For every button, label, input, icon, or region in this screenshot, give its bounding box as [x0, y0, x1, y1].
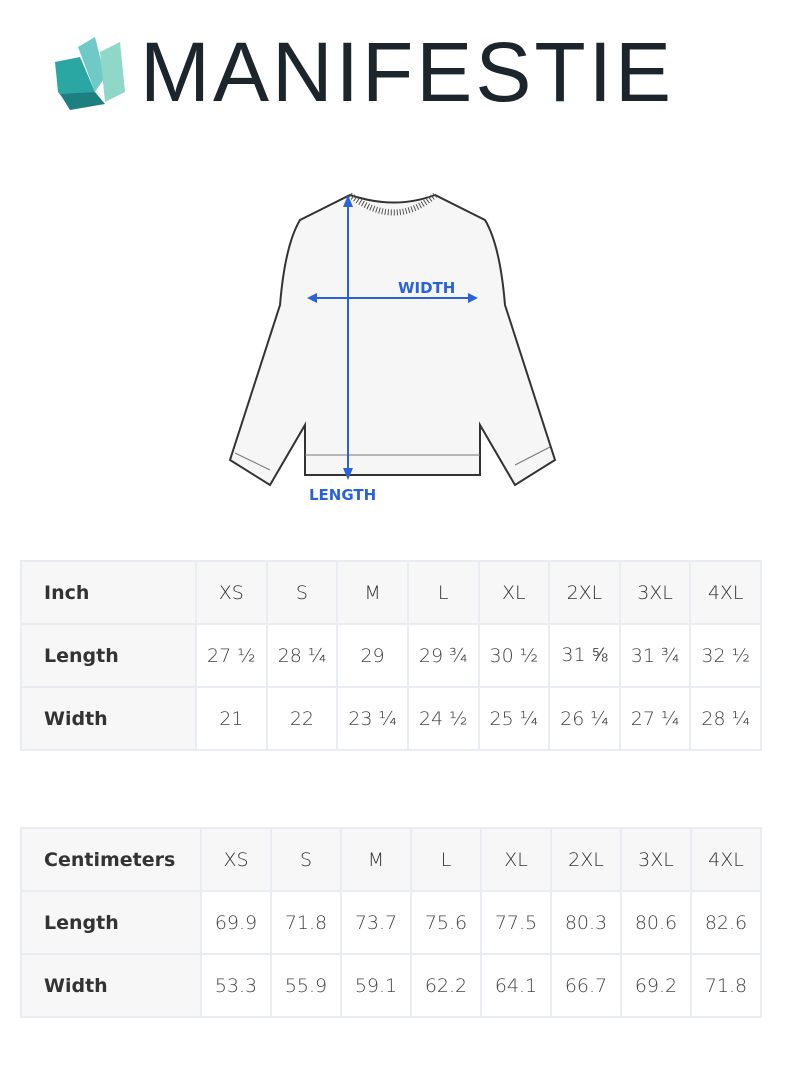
cell: 27 ½	[195, 623, 268, 688]
cell: 66.7	[550, 953, 622, 1018]
cell: 23 ¼	[336, 686, 409, 751]
cell: 29 ¾	[406, 623, 480, 688]
cm-size-table: Centimeters XS S M L XL 2XL 3XL 4XL Leng…	[20, 827, 762, 1018]
row-label: Width	[20, 686, 197, 751]
cell: 80.6	[620, 890, 692, 955]
header-cell: S	[265, 560, 339, 625]
header-cell: M	[340, 827, 412, 892]
cell: 26 ¼	[548, 686, 621, 751]
cell: 69.2	[620, 953, 692, 1018]
width-arrow	[307, 293, 478, 303]
header-cell: 3XL	[618, 560, 692, 625]
crystal-icon	[55, 37, 125, 110]
sweatshirt-diagram	[228, 192, 557, 487]
cell: 22	[265, 686, 339, 751]
row-label: Width	[20, 953, 202, 1018]
row-label: Length	[20, 890, 202, 955]
table-header-row: Centimeters XS S M L XL 2XL 3XL 4XL	[20, 827, 762, 892]
cell: 24 ½	[406, 686, 480, 751]
cell: 53.3	[200, 953, 272, 1018]
cell: 75.6	[410, 890, 482, 955]
cell: 62.2	[410, 953, 482, 1018]
cell: 59.1	[340, 953, 412, 1018]
header-cell: 2XL	[550, 827, 622, 892]
header-cell: XL	[477, 560, 551, 625]
table-row: Width 53.3 55.9 59.1 62.2 64.1 66.7 69.2…	[20, 953, 762, 1018]
header-cell: 4XL	[689, 560, 762, 625]
table-row: Length 27 ½ 28 ¼ 29 29 ¾ 30 ½ 31 ⅝ 31 ¾ …	[20, 623, 762, 688]
header-cell: XL	[480, 827, 552, 892]
table-row: Length 69.9 71.8 73.7 75.6 77.5 80.3 80.…	[20, 890, 762, 955]
cell: 27 ¼	[618, 686, 692, 751]
cell: 73.7	[340, 890, 412, 955]
header-cell: 3XL	[620, 827, 692, 892]
width-label: WIDTH	[398, 279, 456, 297]
cell: 28 ¼	[689, 686, 762, 751]
header-cell: XS	[195, 560, 268, 625]
cell: 80.3	[550, 890, 622, 955]
header-cell: L	[410, 827, 482, 892]
row-label: Length	[20, 623, 197, 688]
cell: 69.9	[200, 890, 272, 955]
length-arrow	[343, 195, 353, 480]
cell: 21	[195, 686, 268, 751]
header-cell: S	[270, 827, 342, 892]
cell: 71.8	[690, 953, 762, 1018]
brand-logo: MANIFESTIE	[50, 10, 780, 120]
header-cell: 4XL	[690, 827, 762, 892]
brand-name: MANIFESTIE	[140, 25, 675, 119]
cell: 31 ⅝	[548, 623, 621, 688]
header-cell: Inch	[20, 560, 197, 625]
header-cell: M	[336, 560, 409, 625]
cell: 28 ¼	[265, 623, 339, 688]
table-header-row: Inch XS S M L XL 2XL 3XL 4XL	[20, 560, 762, 625]
table-row: Width 21 22 23 ¼ 24 ½ 25 ¼ 26 ¼ 27 ¼ 28 …	[20, 686, 762, 751]
header-cell: Centimeters	[20, 827, 202, 892]
cell: 82.6	[690, 890, 762, 955]
cell: 55.9	[270, 953, 342, 1018]
cell: 32 ½	[689, 623, 762, 688]
header-cell: 2XL	[548, 560, 621, 625]
cell: 64.1	[480, 953, 552, 1018]
length-label: LENGTH	[309, 486, 377, 504]
cell: 29	[336, 623, 409, 688]
cell: 30 ½	[477, 623, 551, 688]
cell: 25 ¼	[477, 686, 551, 751]
header-cell: XS	[200, 827, 272, 892]
cell: 31 ¾	[618, 623, 692, 688]
header-cell: L	[406, 560, 480, 625]
cell: 71.8	[270, 890, 342, 955]
inch-size-table: Inch XS S M L XL 2XL 3XL 4XL Length 27 ½…	[20, 560, 762, 751]
cell: 77.5	[480, 890, 552, 955]
